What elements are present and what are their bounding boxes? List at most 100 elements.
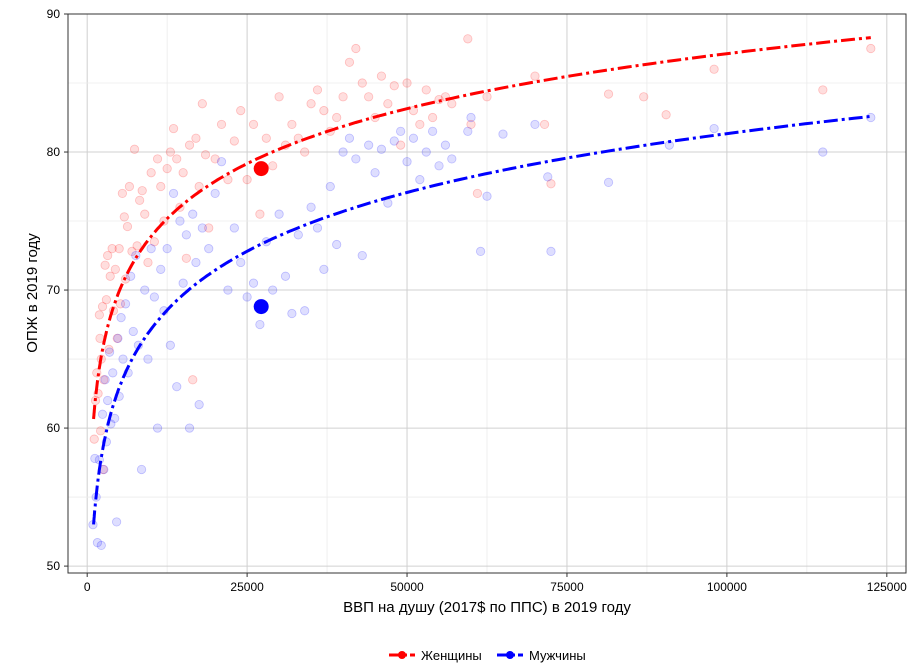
x-tick-label: 75000 [550, 580, 584, 594]
scatter-point [118, 354, 128, 364]
scatter-point [100, 260, 110, 270]
highlight-point [253, 299, 269, 315]
scatter-point [92, 538, 103, 548]
scatter-point [149, 292, 159, 302]
scatter-point [114, 244, 124, 254]
scatter-point [175, 216, 185, 226]
legend-item-women: Женщины [389, 648, 482, 663]
scatter-point [428, 126, 438, 136]
scatter-point [546, 179, 556, 189]
scatter-point [136, 464, 147, 475]
scatter-point [96, 540, 106, 550]
scatter-point [408, 133, 419, 143]
y-tick-label: 70 [47, 283, 61, 297]
scatter-point [357, 250, 367, 261]
scatter-point [383, 198, 393, 208]
scatter-point [137, 186, 147, 196]
scatter-point [325, 181, 335, 192]
scatter-point [103, 395, 113, 406]
scatter-point [472, 188, 483, 199]
scatter-point [143, 354, 153, 364]
scatter-point [152, 423, 163, 433]
x-tick-label: 25000 [230, 580, 264, 594]
scatter-point [319, 264, 329, 274]
scatter-point [110, 264, 120, 274]
scatter-point [140, 209, 150, 219]
scatter-point [408, 106, 419, 116]
scatter-point [146, 168, 156, 178]
scatter-point [107, 244, 117, 254]
scatter-point [172, 154, 182, 164]
y-tick-label: 80 [47, 145, 61, 159]
scatter-point [332, 112, 342, 123]
scatter-point [100, 375, 110, 385]
scatter-point [351, 154, 361, 164]
scatter-point [280, 271, 291, 281]
scatter-point [344, 57, 355, 67]
scatter-point [113, 333, 123, 343]
scatter-point [191, 257, 201, 268]
scatter-point [204, 244, 214, 254]
scatter-point [165, 340, 175, 350]
scatter-point [112, 517, 122, 527]
scatter-point [143, 257, 153, 268]
scatter-point [97, 409, 108, 419]
scatter-point [603, 89, 614, 99]
scatter-point [546, 246, 556, 257]
scatter-point [191, 133, 201, 143]
scatter-point [603, 177, 614, 187]
scatter-point [108, 368, 118, 378]
scatter-point [364, 140, 374, 150]
scatter-point [312, 85, 323, 95]
y-tick-label: 50 [47, 559, 61, 573]
scatter-point [197, 223, 207, 233]
x-axis-title: ВВП на душу (2017$ по ППС) в 2019 году [343, 599, 631, 616]
scatter-point [129, 144, 140, 154]
scatter-point [383, 99, 393, 109]
scatter-point [255, 209, 265, 219]
scatter-point [421, 85, 431, 95]
scatter-point [223, 285, 233, 295]
scatter-point [293, 133, 303, 143]
scatter-point [287, 308, 297, 319]
scatter-point [200, 150, 211, 160]
scatter-point [396, 126, 406, 136]
scatter-point [261, 133, 271, 143]
scatter-point [709, 123, 719, 134]
scatter-point [210, 188, 220, 199]
scatter-point [818, 147, 828, 157]
scatter-point [482, 92, 492, 102]
scatter-point [117, 188, 127, 199]
scatter-point [389, 136, 399, 146]
scatter-point [115, 299, 126, 309]
scatter-point [122, 221, 133, 232]
scatter-point [152, 154, 163, 164]
scatter-point [188, 375, 198, 385]
scatter-point [135, 195, 145, 205]
scatter-point [168, 188, 179, 199]
y-axis-ticks: 50 60 70 80 90 [47, 7, 68, 573]
scatter-point [312, 223, 323, 233]
scatter-point [165, 147, 175, 157]
x-tick-label: 0 [84, 580, 91, 594]
scatter-point [428, 112, 438, 123]
scatter-point [156, 181, 166, 192]
scatter-point [338, 147, 348, 157]
scatter-point [344, 133, 355, 143]
scatter-point [96, 426, 106, 436]
scatter-point [376, 144, 387, 154]
scatter-point [162, 244, 172, 254]
scatter-point [300, 306, 310, 316]
scatter-point [319, 106, 329, 116]
scatter-point [396, 140, 406, 150]
scatter-point [476, 246, 486, 257]
scatter-point [376, 71, 387, 81]
scatter-point [229, 223, 239, 233]
highlight-point [253, 161, 269, 177]
scatter-point [124, 181, 135, 192]
scatter-point [197, 99, 207, 109]
scatter-point [482, 191, 492, 201]
scatter-point [866, 43, 876, 54]
trend-line-3 [92, 114, 871, 525]
